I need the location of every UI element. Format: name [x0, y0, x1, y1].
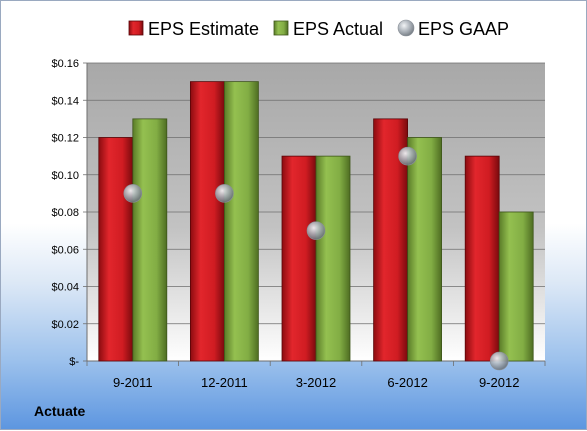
y-tick-label: $0.06: [51, 244, 79, 256]
x-tick-label: 3-2012: [296, 375, 336, 390]
y-tick-label: $0.10: [51, 170, 79, 182]
legend-label: EPS GAAP: [418, 19, 509, 39]
x-tick-label: 12-2011: [201, 375, 248, 390]
bar-eps-actual: [223, 81, 259, 362]
y-tick-label: $0.16: [51, 58, 79, 70]
company-name: Actuate: [34, 403, 86, 419]
bar-eps-estimate: [464, 155, 500, 362]
legend-swatch: [397, 19, 415, 37]
bar-eps-actual: [315, 155, 351, 362]
bar-eps-actual: [132, 118, 168, 362]
legend-swatch: [273, 20, 289, 36]
legend-label: EPS Actual: [293, 19, 383, 39]
legend-swatch: [128, 20, 144, 36]
x-tick-label: 9-2011: [113, 375, 153, 390]
legend: EPS Estimate EPS Actual EPS GAAP: [128, 19, 509, 39]
y-axis-ticks: $- $0.02 $0.04 $0.06 $0.08 $0.10 $0.12 $0.14 $0.…: [51, 58, 87, 368]
bar-eps-estimate: [98, 137, 134, 362]
legend-label: EPS Estimate: [148, 19, 259, 39]
marker-eps-gaap: [306, 221, 326, 240]
bars: [98, 81, 534, 362]
gaap-markers: [123, 146, 509, 371]
x-axis-ticks: 9-2011 12-2011 3-2012 6-2012 9-2012: [86, 361, 546, 390]
x-tick-label: 6-2012: [387, 375, 427, 390]
marker-eps-gaap: [215, 184, 234, 203]
y-tick-label: $0.08: [51, 207, 79, 219]
marker-eps-gaap: [123, 184, 143, 203]
marker-eps-gaap: [489, 351, 509, 371]
marker-eps-gaap: [398, 146, 417, 166]
bar-eps-estimate: [189, 81, 225, 362]
bar-eps-actual: [407, 137, 443, 362]
bar-eps-actual: [498, 211, 534, 362]
bar-eps-estimate: [281, 155, 317, 362]
x-tick-label: 9-2012: [479, 375, 519, 390]
y-tick-label: $0.04: [51, 282, 79, 294]
y-tick-label: $0.12: [51, 133, 79, 145]
y-tick-label: $-: [69, 356, 79, 368]
y-tick-label: $0.14: [51, 95, 79, 107]
y-tick-label: $0.02: [51, 319, 79, 331]
